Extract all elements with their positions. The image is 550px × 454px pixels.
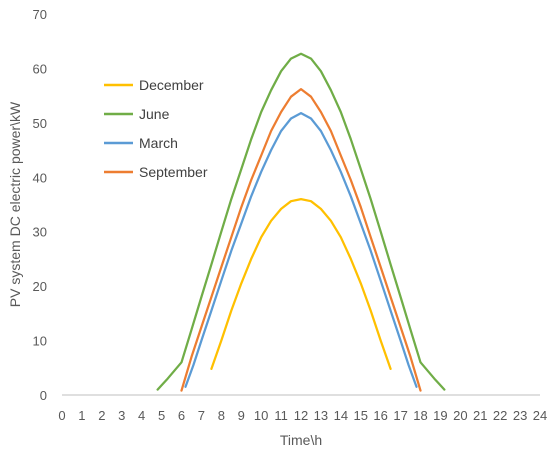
series-line-june [156,52,446,391]
legend-label-june: June [139,106,170,122]
x-tick-label: 3 [118,408,125,423]
x-tick-label: 0 [58,408,65,423]
x-tick-label: 1 [78,408,85,423]
y-tick-label: 0 [40,388,47,403]
x-tick-label: 20 [453,408,467,423]
x-tick-label: 5 [158,408,165,423]
x-tick-label: 2 [98,408,105,423]
legend-label-march: March [139,135,178,151]
x-tick-label: 24 [533,408,547,423]
x-axis-label: Time\h [280,432,322,448]
y-tick-label: 70 [33,7,47,22]
x-tick-label: 16 [373,408,387,423]
x-tick-label: 14 [334,408,348,423]
x-tick-label: 7 [198,408,205,423]
x-tick-label: 6 [178,408,185,423]
series-line-march [184,111,418,388]
x-tick-label: 23 [513,408,527,423]
x-tick-label: 15 [354,408,368,423]
y-axis-label: PV system DC electric power\kW [7,101,23,307]
y-tick-label: 20 [33,279,47,294]
x-tick-label: 21 [473,408,487,423]
x-tick-label: 4 [138,408,145,423]
x-tick-label: 11 [274,408,288,423]
y-tick-label: 60 [33,61,47,76]
x-tick-label: 8 [218,408,225,423]
y-tick-label: 50 [33,116,47,131]
x-tick-label: 22 [493,408,507,423]
y-axis-ticks: 0 10 20 30 40 50 60 70 [33,7,47,403]
x-tick-label: 9 [238,408,245,423]
y-tick-label: 10 [33,334,47,349]
legend-label-september: September [139,164,208,180]
legend-label-december: December [139,77,204,93]
series-line-september [180,87,422,392]
y-tick-label: 40 [33,170,47,185]
x-tick-label: 19 [433,408,447,423]
x-tick-label: 17 [393,408,407,423]
x-axis-ticks: 0 1 2 3 4 5 6 7 8 9 10 11 12 13 14 15 16 17 18 19 20 21 22 23 24 [58,408,547,423]
series-lines [156,52,446,392]
x-tick-label: 10 [254,408,268,423]
x-tick-label: 18 [413,408,427,423]
y-tick-label: 30 [33,225,47,240]
x-tick-label: 12 [294,408,308,423]
series-line-december [210,197,392,371]
x-tick-label: 13 [314,408,328,423]
legend: December June March September [104,77,208,180]
